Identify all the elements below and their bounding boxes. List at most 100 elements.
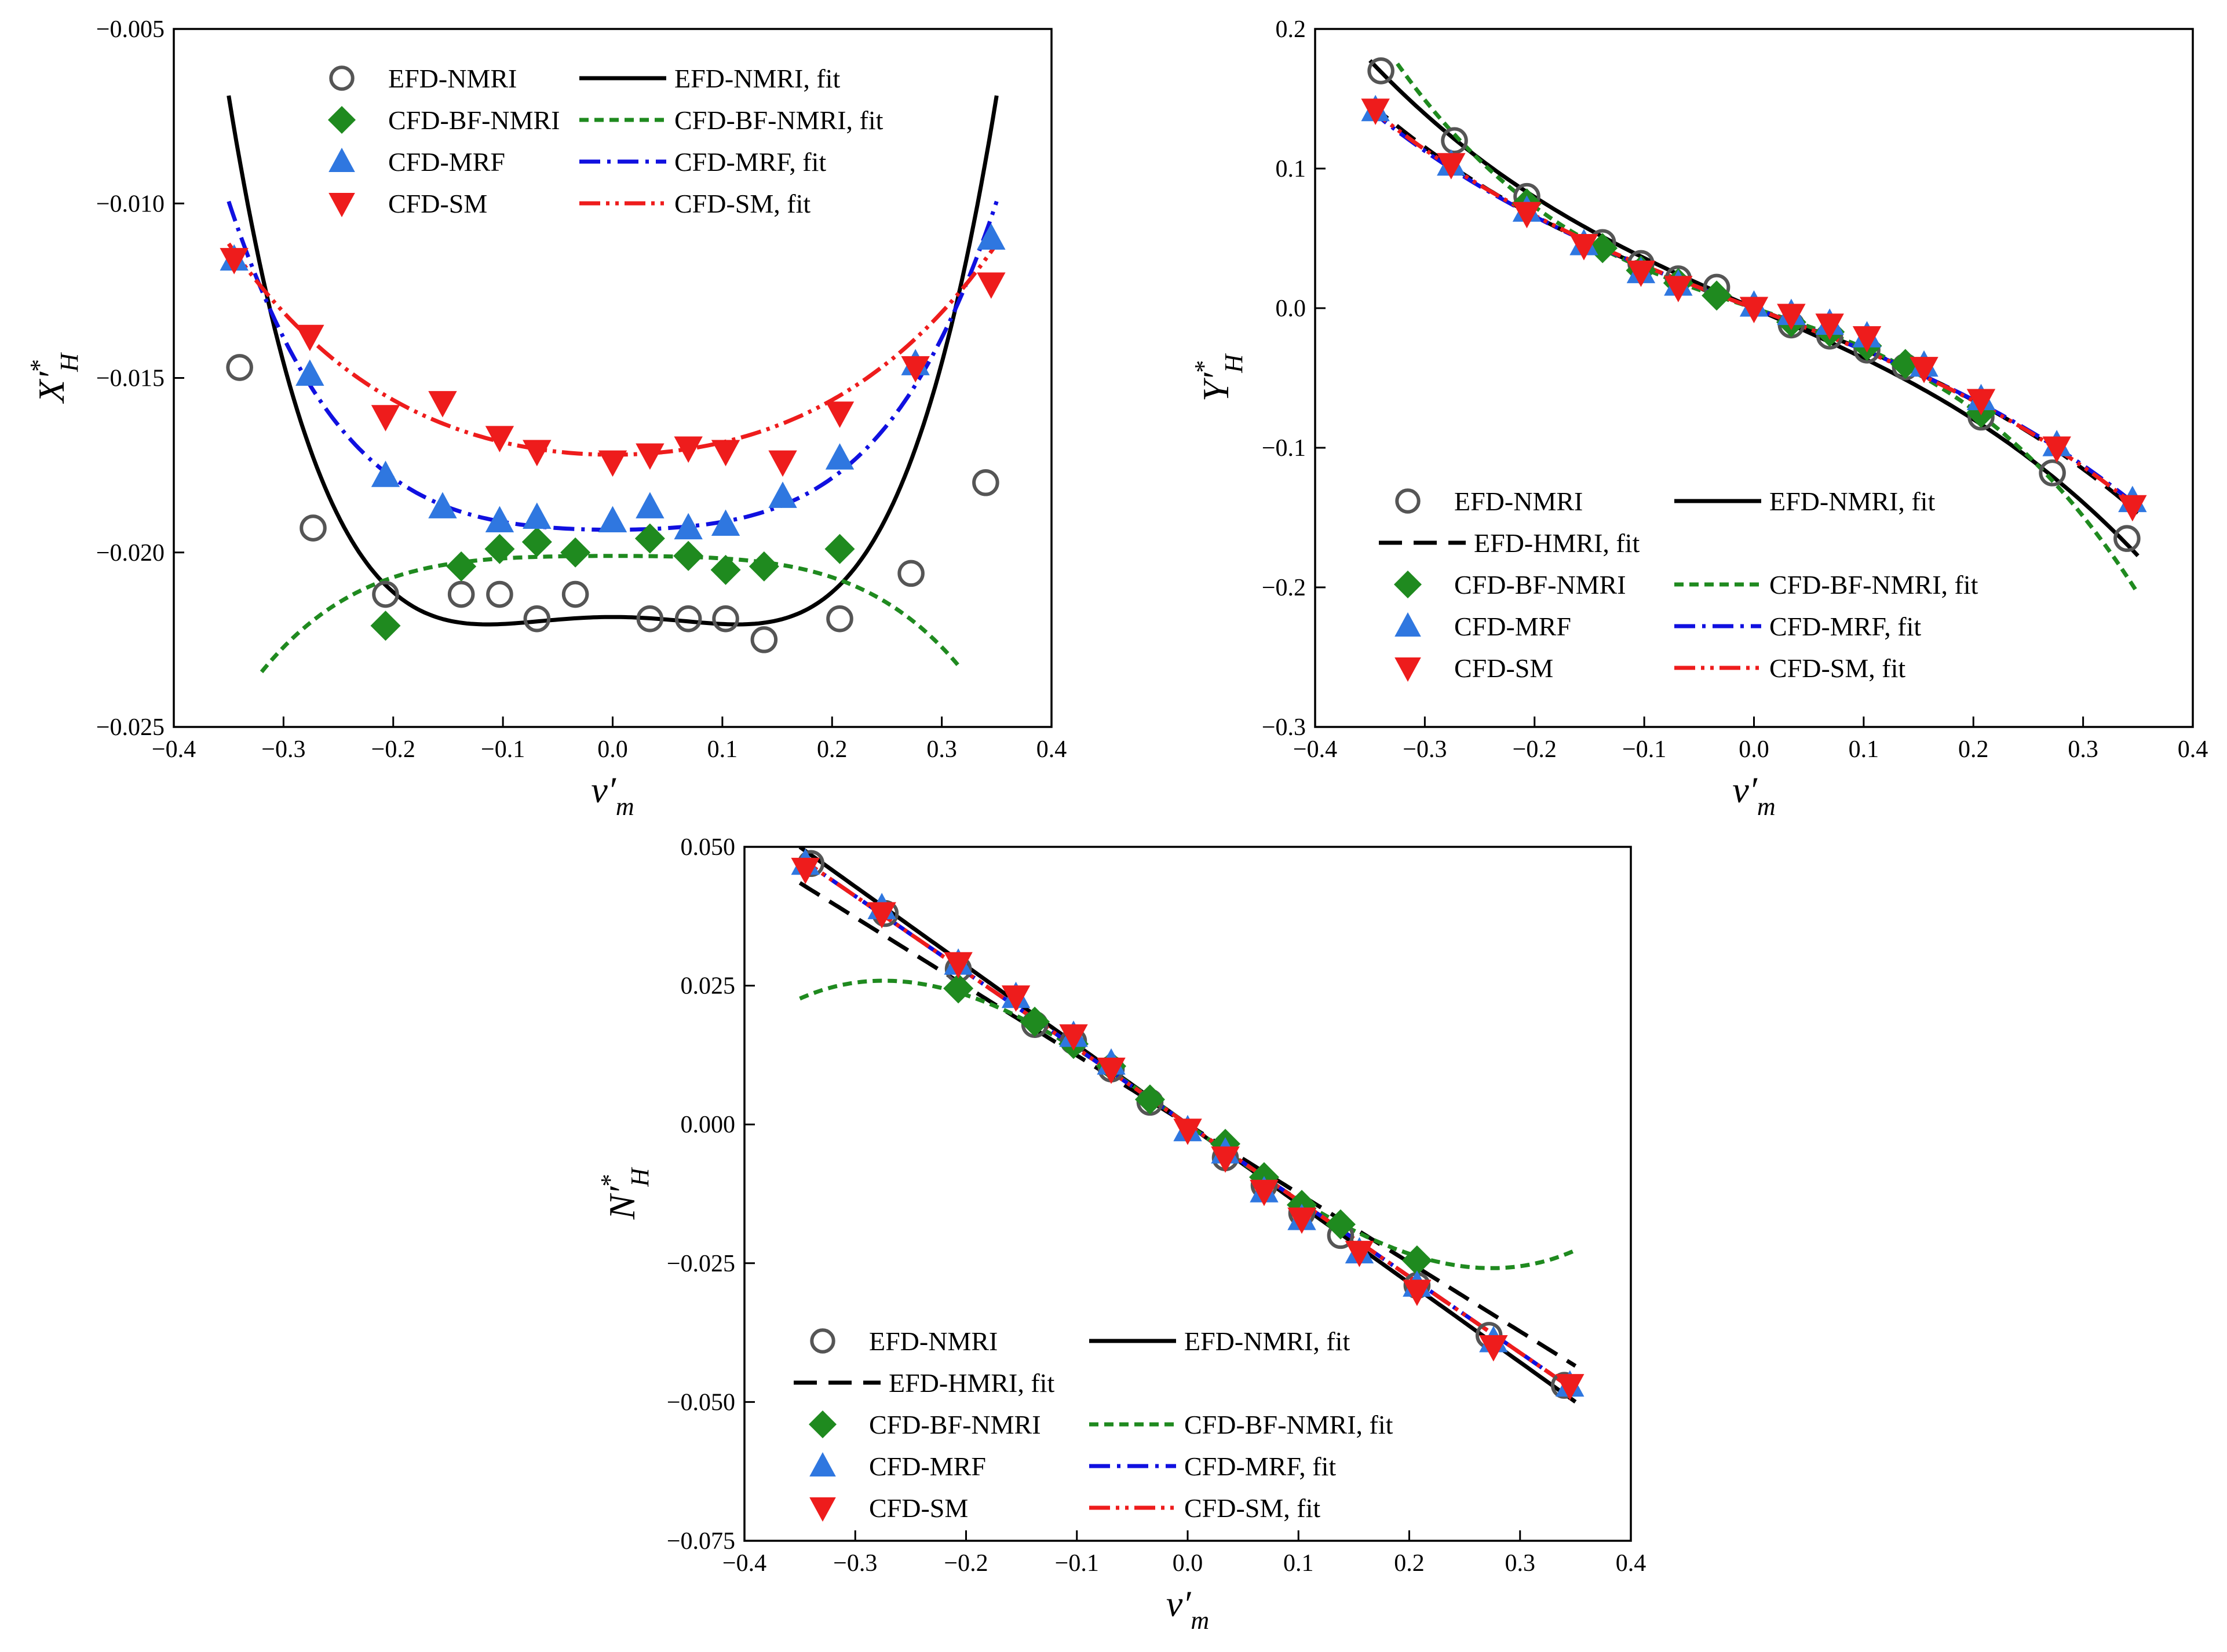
- y-tick-label: −0.2: [1262, 575, 1306, 601]
- data-point-efd: [897, 560, 925, 587]
- fit-line-efd: [227, 95, 999, 627]
- x-tick-label: −0.2: [1513, 736, 1557, 763]
- legend: EFD-NMRI EFD-NMRI, fit EFD-HMRI, fit CFD-BF…: [794, 1326, 1393, 1523]
- data-point-efd: [674, 605, 702, 633]
- y-axis-label: N′*H: [596, 1167, 654, 1220]
- data-point-bf: [634, 523, 665, 554]
- y-tick-label: −0.010: [96, 191, 165, 217]
- y-tick-label: 0.000: [681, 1112, 736, 1138]
- legend-marker-sm: [809, 1497, 836, 1522]
- data-point-sm: [523, 440, 552, 467]
- fit-line-mrf: [227, 200, 999, 532]
- data-point-efd: [486, 580, 513, 608]
- data-point-sm: [867, 902, 896, 929]
- legend-label-mrf-fit: CFD-MRF, fit: [674, 147, 826, 177]
- y-tick-label: 0.1: [1276, 156, 1306, 182]
- data-point-sm: [1852, 326, 1882, 353]
- data-point-efd: [1367, 57, 1394, 85]
- data-point-sm: [1966, 389, 1996, 416]
- x-tick-label: 0.2: [1958, 736, 1989, 763]
- data-markers: [1361, 57, 2147, 552]
- legend-label-sm-fit: CFD-SM, fit: [1769, 653, 1905, 683]
- data-point-sm: [1097, 1057, 1126, 1084]
- data-point-sm: [768, 450, 797, 477]
- data-point-mrf: [523, 502, 552, 529]
- data-point-sm: [1250, 1179, 1279, 1207]
- data-point-efd: [826, 605, 853, 633]
- plot-frame: [743, 846, 1632, 1542]
- x-tick-label: 0.1: [707, 736, 738, 763]
- legend-marker-efd: [329, 65, 355, 91]
- data-point-mrf: [598, 506, 627, 533]
- data-point-sm: [2042, 436, 2071, 463]
- y-tick-label: −0.025: [96, 714, 165, 741]
- legend-label-mrf: CFD-MRF: [388, 147, 505, 177]
- data-point-efd: [561, 580, 589, 608]
- data-point-bf: [1325, 1209, 1356, 1240]
- x-tick-label: 0.0: [1739, 736, 1769, 763]
- legend-label-bf: CFD-BF-NMRI: [388, 105, 560, 135]
- legend-label-mrf: CFD-MRF: [869, 1452, 986, 1481]
- plot-frame: [1314, 28, 2194, 728]
- x-tick-label: 0.1: [1283, 1550, 1314, 1577]
- data-point-sm: [598, 450, 627, 477]
- legend-marker-bf: [328, 106, 356, 134]
- fit-lines: [227, 95, 999, 674]
- legend-label-efd: EFD-NMRI: [869, 1326, 998, 1356]
- data-point-sm: [1001, 985, 1031, 1012]
- legend-label-hmri-fit: EFD-HMRI, fit: [889, 1368, 1054, 1398]
- x-tick-label: 0.3: [2068, 736, 2098, 763]
- data-point-bf: [370, 611, 401, 641]
- y-axis-label: X′*H: [25, 352, 83, 404]
- legend-label-bf: CFD-BF-NMRI: [1454, 570, 1626, 600]
- data-point-sm: [295, 324, 324, 352]
- data-point-sm: [825, 401, 855, 428]
- data-point-efd: [750, 626, 778, 653]
- data-point-sm: [1569, 234, 1598, 261]
- legend-label-bf-fit: CFD-BF-NMRI, fit: [674, 105, 884, 135]
- x-tick-label: −0.3: [261, 736, 305, 763]
- data-point-bf: [1134, 1084, 1165, 1115]
- data-point-sm: [1059, 1024, 1088, 1051]
- data-point-bf: [446, 551, 477, 582]
- x-axis-label: v′m: [591, 769, 634, 821]
- y-tick-label: −0.005: [96, 16, 165, 43]
- data-point-sm: [1403, 1280, 1432, 1306]
- data-point-mrf: [825, 443, 855, 470]
- data-point-bf: [1020, 1006, 1050, 1037]
- y-tick-label: 0.050: [681, 834, 736, 861]
- legend-label-efd: EFD-NMRI: [388, 64, 517, 93]
- y-tick-label: −0.025: [667, 1251, 735, 1277]
- data-point-bf: [484, 533, 515, 564]
- legend-marker-mrf: [328, 148, 355, 172]
- data-point-bf: [673, 540, 704, 571]
- y-tick-label: −0.020: [96, 540, 165, 566]
- chart-panel-3: −0.4 −0.3 −0.2 −0.1 0.0 0.1 0.2 0.3 0.4 −0.075 −0.…: [596, 834, 1646, 1635]
- chart-panel-2: −0.4 −0.3 −0.2 −0.1 0.0 0.1 0.2 0.3 0.4−0.3−0.2−…: [1189, 16, 2208, 821]
- data-point-bf: [749, 551, 779, 582]
- legend-label-hmri-fit: EFD-HMRI, fit: [1474, 528, 1640, 558]
- data-point-sm: [1479, 1335, 1508, 1362]
- data-point-mrf: [674, 513, 703, 540]
- data-point-sm: [1437, 153, 1466, 180]
- data-markers: [220, 223, 1006, 653]
- legend-label-bf-fit: CFD-BF-NMRI, fit: [1184, 1410, 1393, 1439]
- x-tick-label: −0.2: [944, 1550, 988, 1577]
- x-tick-label: 0.3: [926, 736, 957, 763]
- x-tick-label: 0.4: [1036, 736, 1067, 763]
- data-point-efd: [2039, 459, 2066, 487]
- data-point-bf: [943, 973, 974, 1004]
- data-point-sm: [485, 426, 514, 452]
- data-point-mrf: [768, 481, 797, 508]
- data-point-bf: [824, 533, 855, 564]
- x-tick-label: 0.2: [817, 736, 848, 763]
- data-point-sm: [1211, 1146, 1240, 1173]
- data-point-efd: [300, 514, 327, 542]
- legend-marker-mrf: [1394, 612, 1421, 637]
- data-point-sm: [711, 440, 740, 467]
- data-point-mrf: [485, 506, 514, 533]
- x-tick-label: −0.3: [833, 1550, 877, 1577]
- fit-line-bf: [260, 554, 960, 674]
- data-point-sm: [1512, 202, 1542, 229]
- legend-label-efd-fit: EFD-NMRI, fit: [1769, 487, 1935, 516]
